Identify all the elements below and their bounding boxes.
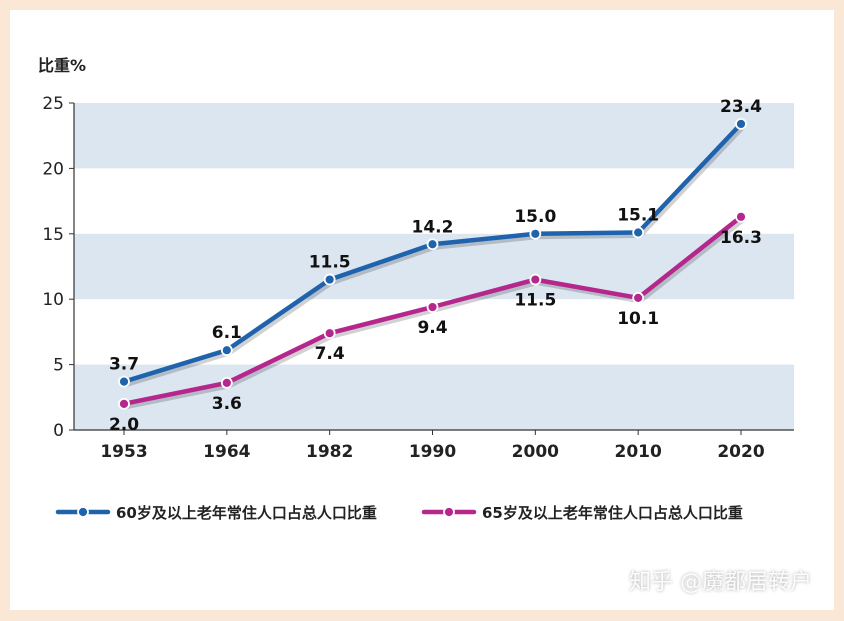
data-label: 23.4 <box>720 97 762 117</box>
data-point <box>220 377 233 389</box>
x-tick-label: 1953 <box>100 442 147 462</box>
legend-swatch-dot <box>443 506 455 518</box>
y-tick-label: 5 <box>53 356 64 376</box>
x-tick-label: 2010 <box>615 442 662 462</box>
y-tick-label: 20 <box>42 159 64 179</box>
legend-label: 60岁及以上老年常住人口占总人口比重 <box>116 504 377 522</box>
x-tick-label: 2000 <box>512 442 559 462</box>
legend: 60岁及以上老年常住人口占总人口比重 65岁及以上老年常住人口占总人口比重 <box>55 504 743 522</box>
data-label: 10.1 <box>617 309 659 329</box>
data-point <box>220 344 233 357</box>
x-tick-label: 1990 <box>409 442 456 462</box>
line-chart: 比重% 0 5 10 15 20 25 1953 1964 1982 1990 2000 2010 2… <box>38 56 794 522</box>
y-tick-label: 15 <box>42 225 64 245</box>
y-axis-label: 比重% <box>38 56 86 75</box>
data-label: 3.6 <box>212 394 242 414</box>
data-labels: 3.7 6.1 11.5 14.2 15.0 15.1 23.4 2.0 3.6 7.4 9.4 11… <box>109 97 762 435</box>
y-tick-label: 10 <box>42 290 64 310</box>
watermark: 知乎 @魔都居转户 <box>629 570 812 595</box>
data-point <box>426 301 439 313</box>
data-point <box>735 118 747 130</box>
y-tick-label: 0 <box>53 421 64 441</box>
data-point <box>426 238 439 251</box>
data-point <box>632 226 645 239</box>
data-point <box>529 227 542 240</box>
data-label: 15.1 <box>617 205 659 225</box>
data-label: 7.4 <box>315 344 345 364</box>
y-ticks: 0 5 10 15 20 25 <box>42 94 74 441</box>
axes <box>73 103 794 431</box>
chart-frame: 比重% 0 5 10 15 20 25 1953 1964 1982 1990 2000 2010 2… <box>10 10 834 610</box>
data-point <box>323 327 336 340</box>
data-point <box>632 291 645 304</box>
data-label: 16.3 <box>720 228 762 248</box>
legend-swatch-dot <box>77 506 89 518</box>
legend-label: 65岁及以上老年常住人口占总人口比重 <box>482 504 743 522</box>
data-label: 3.7 <box>109 355 139 375</box>
data-label: 9.4 <box>417 318 447 338</box>
x-ticks: 1953 1964 1982 1990 2000 2010 2020 <box>100 430 765 462</box>
data-point <box>735 210 747 223</box>
data-point <box>118 397 130 410</box>
series-lines <box>118 118 747 410</box>
data-point <box>529 273 542 286</box>
data-point <box>118 375 130 388</box>
data-label: 15.0 <box>514 207 556 227</box>
data-point <box>323 273 336 286</box>
grid-band <box>74 364 794 430</box>
data-label: 2.0 <box>109 415 139 435</box>
grid-band <box>74 103 794 169</box>
y-tick-label: 25 <box>42 94 64 114</box>
x-tick-label: 1982 <box>306 442 353 462</box>
data-label: 11.5 <box>514 291 556 311</box>
data-label: 6.1 <box>212 323 242 343</box>
data-label: 11.5 <box>309 253 351 273</box>
data-label: 14.2 <box>412 217 454 237</box>
x-tick-label: 1964 <box>203 442 250 462</box>
x-tick-label: 2020 <box>717 442 764 462</box>
